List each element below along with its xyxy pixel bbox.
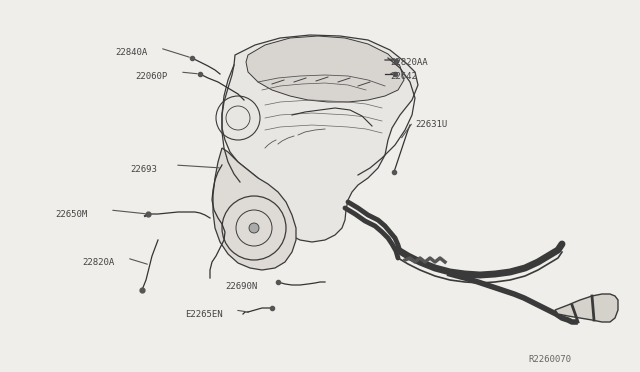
Polygon shape — [222, 35, 418, 242]
Polygon shape — [555, 294, 618, 322]
Text: 22642: 22642 — [390, 72, 417, 81]
Polygon shape — [246, 36, 404, 102]
Polygon shape — [213, 148, 296, 270]
Text: 22840A: 22840A — [115, 48, 147, 57]
Circle shape — [249, 223, 259, 233]
Text: 22820AA: 22820AA — [390, 58, 428, 67]
Text: 22820A: 22820A — [82, 258, 115, 267]
Text: R2260070: R2260070 — [528, 355, 571, 364]
Text: 22631U: 22631U — [415, 120, 447, 129]
Text: 22693: 22693 — [130, 165, 157, 174]
Text: 22690N: 22690N — [225, 282, 257, 291]
Text: E2265EN: E2265EN — [185, 310, 223, 319]
Text: 22650M: 22650M — [55, 210, 87, 219]
Text: 22060P: 22060P — [135, 72, 167, 81]
